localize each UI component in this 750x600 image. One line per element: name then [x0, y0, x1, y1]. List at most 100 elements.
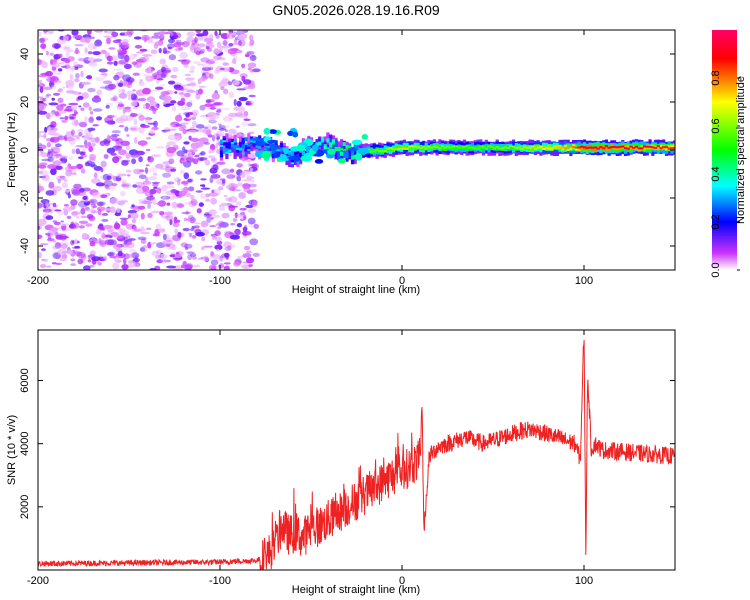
- noise-speckle: [83, 128, 89, 135]
- noise-speckle: [58, 241, 69, 249]
- noise-speckle: [140, 231, 150, 235]
- noise-speckle: [103, 30, 108, 33]
- noise-speckle: [38, 234, 43, 240]
- ridge-blob: [279, 154, 288, 161]
- ridge-cell: [583, 146, 587, 149]
- noise-speckle: [236, 182, 244, 187]
- noise-speckle: [196, 208, 202, 214]
- ridge-cell: [239, 141, 243, 149]
- noise-speckle: [221, 180, 226, 187]
- ridge-cell: [318, 141, 322, 144]
- noise-speckle: [210, 197, 218, 205]
- ridge-cell: [225, 142, 229, 150]
- ridge-cell: [659, 147, 663, 150]
- noise-speckle: [115, 117, 126, 123]
- ridge-cell: [290, 157, 294, 165]
- noise-speckle: [194, 225, 200, 229]
- ridge-cell: [449, 146, 453, 149]
- noise-speckle: [239, 172, 247, 178]
- x-tick-label: -200: [27, 275, 49, 287]
- noise-speckle: [76, 251, 86, 259]
- ridge-blob: [255, 140, 267, 147]
- ridge-blob: [263, 127, 271, 135]
- noise-speckle: [61, 119, 68, 123]
- noise-speckle: [149, 188, 157, 194]
- colorbar-tick-label: 0.6: [710, 118, 722, 133]
- ridge-cell: [656, 145, 660, 150]
- noise-speckle: [130, 212, 139, 219]
- noise-speckle: [173, 32, 182, 39]
- noise-speckle: [113, 60, 118, 66]
- noise-speckle: [48, 131, 58, 136]
- noise-speckle: [126, 30, 134, 36]
- noise-speckle: [61, 176, 66, 181]
- spectrogram-noise-layer: [38, 30, 261, 270]
- noise-speckle: [190, 145, 197, 149]
- noise-speckle: [163, 259, 171, 263]
- noise-speckle: [156, 78, 164, 81]
- noise-speckle: [176, 150, 185, 157]
- noise-speckle: [67, 193, 71, 199]
- noise-speckle: [200, 178, 207, 181]
- ridge-cell: [648, 145, 652, 148]
- noise-speckle: [94, 39, 103, 47]
- noise-speckle: [222, 116, 232, 122]
- noise-speckle: [228, 43, 234, 47]
- noise-speckle: [247, 62, 257, 68]
- ridge-cell: [252, 139, 256, 147]
- ridge-cell: [334, 148, 338, 151]
- ridge-cell: [585, 147, 589, 150]
- noise-speckle: [155, 223, 162, 230]
- noise-speckle: [56, 104, 64, 111]
- ridge-cell: [615, 146, 619, 149]
- noise-speckle: [88, 198, 98, 205]
- noise-speckle: [246, 51, 255, 55]
- ridge-blob: [293, 154, 300, 162]
- noise-speckle: [236, 163, 243, 168]
- noise-speckle: [78, 91, 83, 97]
- ridge-cell: [225, 148, 229, 153]
- noise-speckle: [236, 223, 242, 228]
- noise-speckle: [207, 155, 215, 159]
- snr-y-label: SNR (10 * v/v): [6, 415, 18, 485]
- noise-speckle: [134, 44, 143, 49]
- noise-speckle: [104, 239, 115, 246]
- noise-speckle: [190, 148, 198, 153]
- noise-speckle: [65, 189, 71, 193]
- noise-speckle: [215, 161, 226, 165]
- ridge-blob: [311, 144, 319, 152]
- ridge-cell: [435, 145, 439, 148]
- noise-speckle: [127, 210, 137, 214]
- noise-speckle: [138, 156, 143, 163]
- noise-speckle: [165, 214, 174, 221]
- noise-speckle: [216, 161, 226, 165]
- noise-speckle: [189, 233, 192, 238]
- noise-speckle: [165, 103, 175, 106]
- ridge-cell: [632, 146, 636, 149]
- noise-speckle: [144, 200, 153, 205]
- noise-speckle: [61, 243, 68, 250]
- ridge-cell: [509, 145, 513, 148]
- ridge-cell: [659, 144, 663, 149]
- noise-speckle: [235, 112, 244, 116]
- y-tick-label: 0: [19, 147, 31, 153]
- noise-speckle: [108, 173, 112, 177]
- noise-speckle: [220, 202, 228, 207]
- noise-speckle: [179, 52, 189, 59]
- noise-speckle: [56, 161, 65, 165]
- x-tick-label: -200: [27, 575, 49, 587]
- noise-speckle: [149, 129, 156, 135]
- noise-speckle: [205, 198, 211, 202]
- noise-speckle: [85, 223, 93, 227]
- ridge-cell: [233, 148, 237, 159]
- noise-speckle: [137, 140, 148, 146]
- noise-speckle: [174, 91, 178, 94]
- noise-speckle: [148, 65, 152, 73]
- noise-speckle: [190, 253, 197, 257]
- noise-speckle: [229, 69, 240, 75]
- noise-speckle: [210, 58, 219, 62]
- noise-speckle: [221, 212, 230, 219]
- noise-speckle: [79, 145, 85, 149]
- ridge-cell: [236, 145, 240, 150]
- noise-speckle: [84, 206, 90, 211]
